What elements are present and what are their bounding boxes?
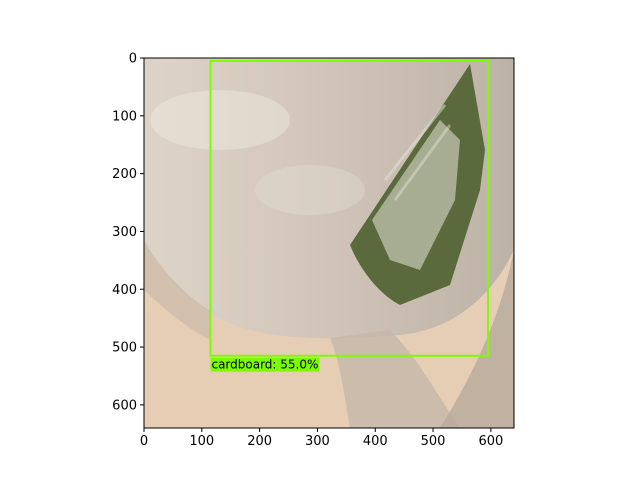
y-tick-label: 500 bbox=[112, 341, 137, 356]
axes-frame bbox=[143, 57, 515, 429]
y-tick-label: 300 bbox=[112, 225, 137, 240]
detection-overlay: cardboard: 55.0% bbox=[209, 59, 489, 372]
x-tick-label: 500 bbox=[421, 434, 446, 449]
detection-box bbox=[209, 59, 489, 357]
x-tick-label: 600 bbox=[478, 434, 503, 449]
y-axis-ticks: 0 100 200 300 400 500 600 bbox=[112, 52, 144, 413]
x-tick-label: 400 bbox=[363, 434, 388, 449]
y-tick-label: 400 bbox=[112, 283, 137, 298]
x-tick-label: 0 bbox=[140, 434, 148, 449]
x-tick-label: 100 bbox=[189, 434, 214, 449]
x-tick-label: 300 bbox=[305, 434, 330, 449]
x-tick-label: 200 bbox=[247, 434, 272, 449]
y-tick-label: 200 bbox=[112, 167, 137, 182]
y-tick-label: 600 bbox=[112, 398, 137, 413]
photo bbox=[144, 58, 514, 428]
y-tick-label: 0 bbox=[129, 52, 137, 67]
y-tick-label: 100 bbox=[112, 109, 137, 124]
x-axis-ticks: 0 100 200 300 400 500 600 bbox=[140, 428, 503, 449]
detection-label-background bbox=[210, 357, 320, 372]
detection-label: cardboard: 55.0% bbox=[211, 358, 318, 372]
